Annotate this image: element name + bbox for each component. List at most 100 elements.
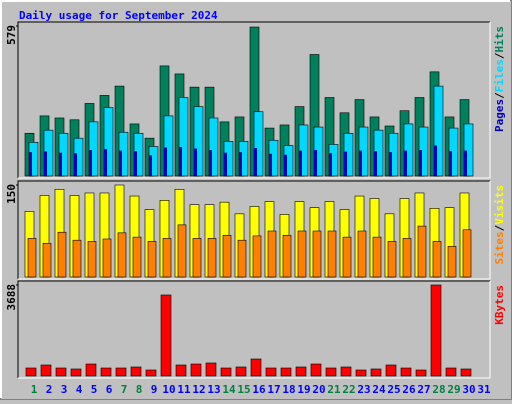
y-tick-label: 579 (5, 25, 18, 45)
bar (70, 368, 82, 377)
bar (89, 150, 92, 176)
x-tick-label: 12 (192, 383, 205, 396)
bar (463, 123, 474, 177)
bar (269, 153, 272, 176)
legend: Pages/Files/Hits (493, 26, 506, 132)
bar (59, 152, 62, 176)
x-tick-label: 25 (387, 383, 400, 396)
bar (87, 241, 97, 278)
bar (403, 123, 414, 177)
panel-border (17, 180, 490, 279)
legend-separator: / (493, 92, 506, 99)
bar (254, 148, 257, 176)
bar (284, 154, 287, 176)
x-tick-label: 27 (417, 383, 430, 396)
legend-entry: Visits (493, 185, 506, 225)
bar (340, 366, 352, 377)
x-tick-label: 21 (327, 383, 341, 396)
bar (235, 366, 247, 377)
bar (40, 364, 52, 377)
bar (460, 368, 472, 377)
bar (149, 155, 152, 176)
bar (178, 97, 189, 177)
legend-entry: Files (493, 59, 506, 92)
bar (134, 151, 137, 176)
bar (374, 151, 377, 176)
x-tick-label: 24 (372, 383, 386, 396)
bar (327, 230, 337, 278)
bar (237, 239, 247, 278)
x-tick-label: 1 (31, 383, 38, 396)
bar (132, 236, 142, 278)
bar (103, 107, 114, 177)
legend-entry: KBytes (493, 285, 506, 325)
x-tick-label: 18 (282, 383, 295, 396)
bar (387, 241, 397, 278)
x-tick-label: 16 (252, 383, 266, 396)
x-tick-label: 4 (76, 383, 83, 396)
bar (325, 367, 337, 377)
bar (25, 367, 37, 377)
bar (385, 364, 397, 377)
bar (74, 153, 77, 176)
x-tick-label: 7 (121, 383, 128, 396)
bar (193, 106, 204, 177)
x-tick-label: 20 (312, 383, 325, 396)
x-tick-label: 2 (46, 383, 53, 396)
bar (190, 363, 202, 377)
bar (147, 241, 157, 278)
bar (297, 230, 307, 278)
x-tick-label: 9 (151, 383, 158, 396)
bar (102, 238, 112, 278)
bar (205, 362, 217, 377)
bar (462, 229, 472, 278)
bar (115, 367, 127, 377)
bar (359, 150, 362, 176)
bar (447, 246, 457, 278)
x-tick-label: 14 (222, 383, 236, 396)
bar (179, 146, 182, 176)
bar (295, 366, 307, 377)
x-tick-label: 26 (402, 383, 416, 396)
bar (310, 363, 322, 377)
bar (432, 241, 442, 278)
bar (298, 124, 309, 177)
x-tick-label: 19 (297, 383, 310, 396)
panel-border (18, 281, 491, 379)
bar (250, 358, 262, 377)
bar (162, 238, 172, 278)
bar (449, 151, 452, 176)
x-tick-label: 8 (136, 383, 143, 396)
panel-border (17, 280, 490, 378)
legend-separator: / (493, 52, 506, 59)
bar (207, 238, 217, 278)
bar (372, 236, 382, 278)
bar (163, 115, 174, 177)
bar (44, 151, 47, 176)
bar (55, 367, 67, 377)
x-tick-label: 29 (447, 383, 460, 396)
bar (222, 234, 232, 278)
x-tick-label: 15 (237, 383, 250, 396)
bar (104, 149, 107, 176)
bar (57, 231, 67, 278)
chart-title: Daily usage for September 2024 (19, 9, 218, 22)
bar (314, 150, 317, 176)
panel-border (18, 22, 491, 179)
bar (72, 239, 82, 278)
bar (224, 152, 227, 176)
bar (208, 117, 219, 177)
x-tick-label: 23 (357, 383, 370, 396)
bar (267, 230, 277, 278)
bar (100, 367, 112, 377)
legend-entry: Hits (493, 26, 506, 53)
x-tick-label: 13 (207, 383, 220, 396)
bar (88, 121, 99, 177)
x-tick-label: 30 (462, 383, 475, 396)
bar (85, 363, 97, 377)
bar (355, 369, 367, 377)
bar (29, 152, 32, 176)
bar (329, 153, 332, 176)
